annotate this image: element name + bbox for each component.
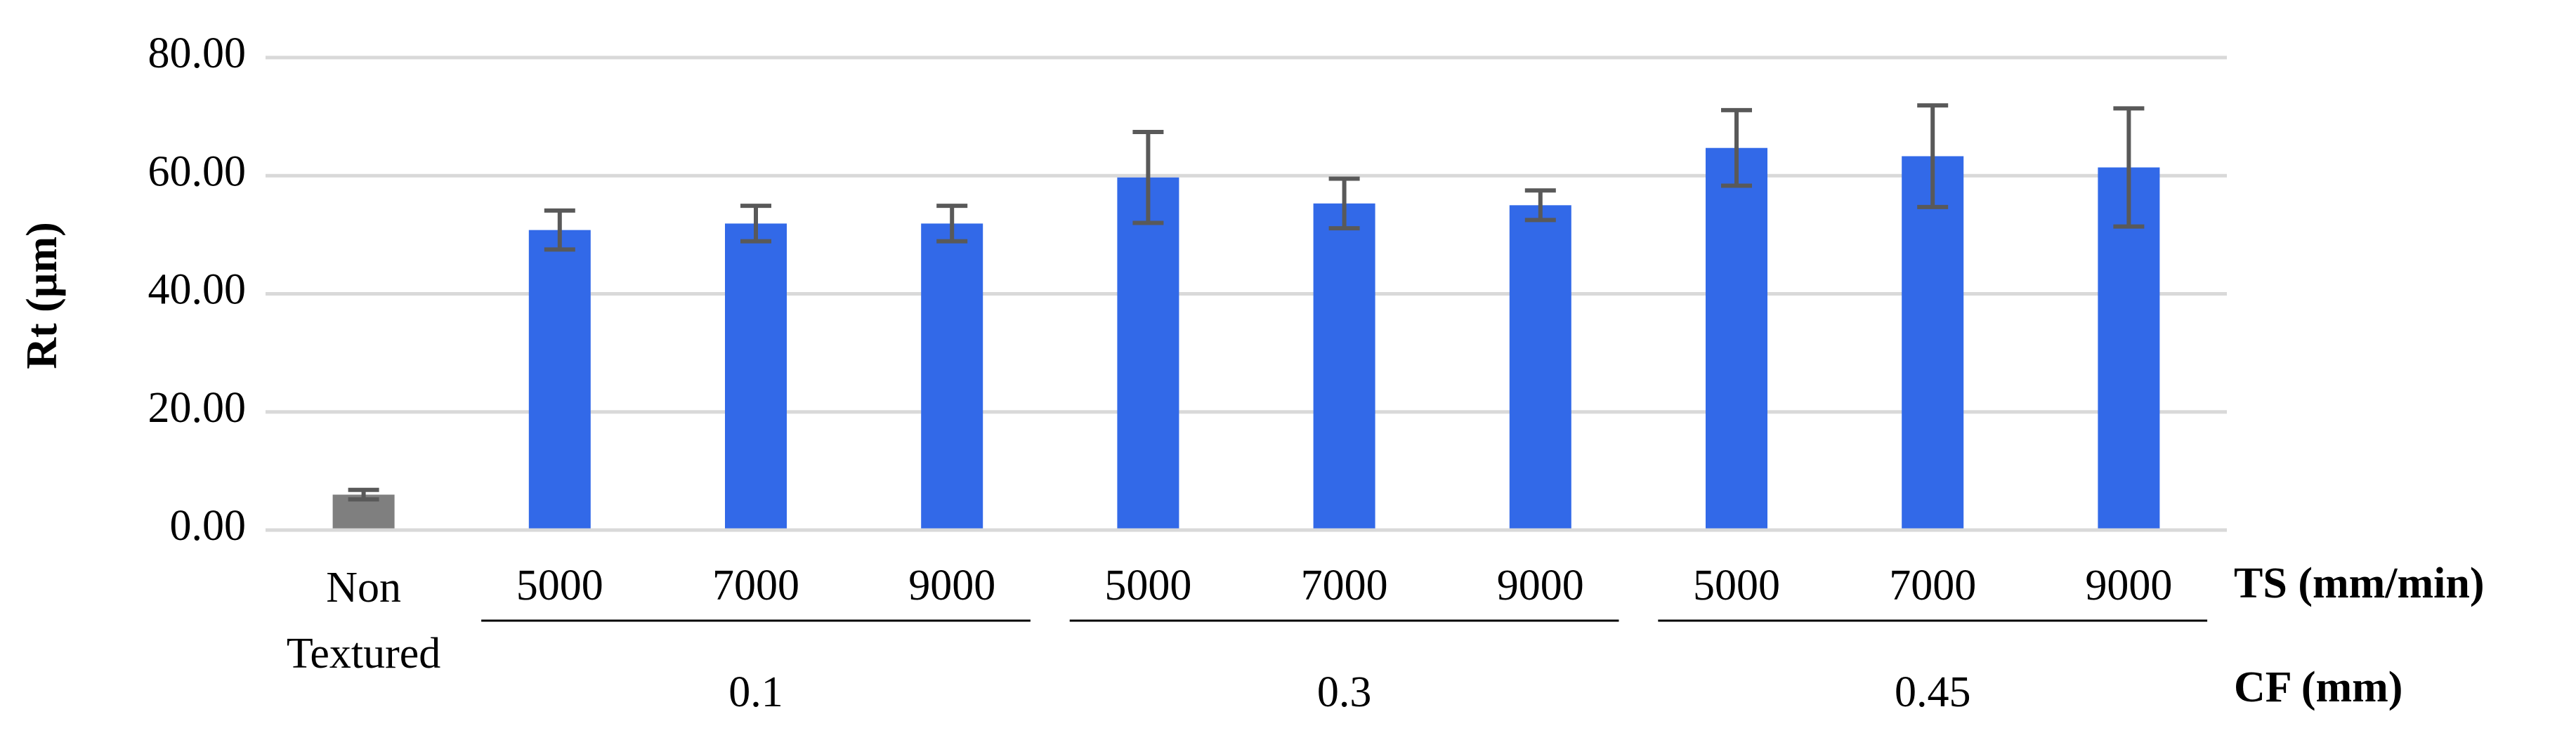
error-bar	[2113, 106, 2145, 229]
y-tick-label: 0.00	[170, 502, 247, 550]
bar	[921, 223, 983, 530]
x-tick-label: 7000	[712, 562, 799, 609]
bar	[1902, 156, 1964, 530]
error-bar	[740, 204, 771, 244]
x-tick-label: Non Textured	[286, 564, 441, 678]
x-tick-label: 9000	[1497, 562, 1584, 609]
bar	[1706, 147, 1767, 530]
bar	[1117, 177, 1179, 530]
y-axis-label: Rt (µm)	[18, 222, 66, 369]
error-bar	[1721, 107, 1752, 188]
error-bar	[348, 487, 379, 502]
y-tick-label: 80.00	[148, 29, 247, 77]
y-tick-label: 60.00	[148, 147, 247, 195]
x-tick-label: 5000	[1104, 562, 1191, 609]
x-axis-label: TS (mm/min)	[2234, 560, 2485, 607]
bar	[1313, 203, 1375, 530]
group-label: 0.3	[1317, 668, 1372, 716]
group-axis-label: CF (mm)	[2234, 663, 2402, 711]
bar	[725, 223, 787, 530]
x-tick-label: 9000	[2085, 562, 2172, 609]
group-label: 0.1	[728, 668, 783, 716]
error-bar	[1524, 188, 1556, 223]
x-tick-label: 7000	[1889, 562, 1976, 609]
error-bar	[1917, 103, 1949, 209]
error-bar	[936, 204, 968, 244]
error-bar	[1328, 176, 1360, 231]
error-bar	[1132, 129, 1164, 225]
x-tick-label: 5000	[1693, 562, 1780, 609]
group-label: 0.45	[1895, 668, 1971, 716]
x-tick-label: 5000	[516, 562, 603, 609]
y-tick-label: 40.00	[148, 266, 247, 314]
bar	[528, 230, 591, 530]
x-tick-label: 9000	[908, 562, 995, 609]
x-tick-label: 7000	[1301, 562, 1388, 609]
bar	[1509, 205, 1571, 530]
error-bar	[544, 208, 575, 252]
y-tick-label: 20.00	[148, 384, 247, 432]
